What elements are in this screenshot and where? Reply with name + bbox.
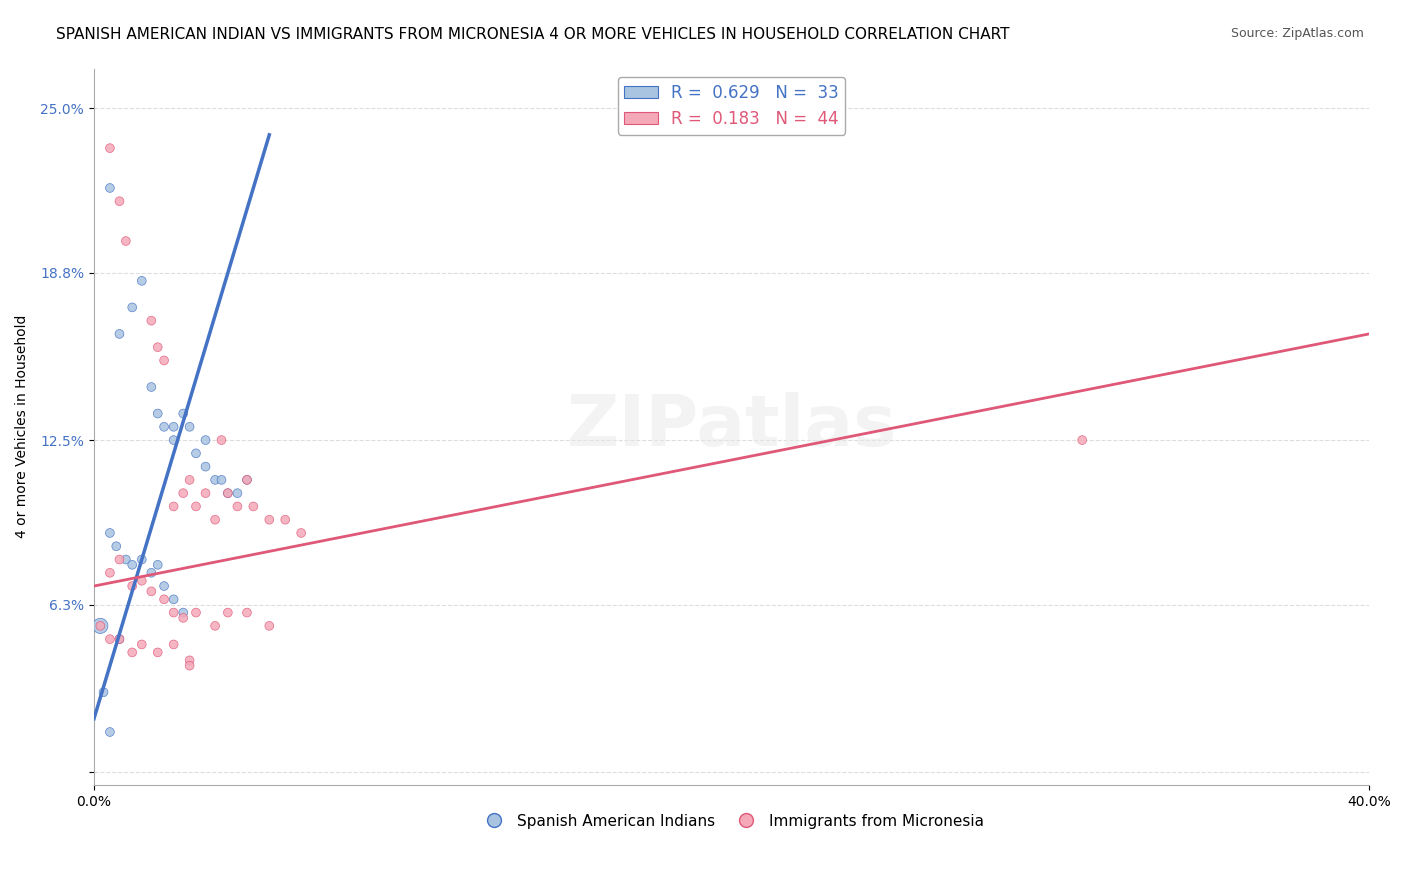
Point [259,513,281,527]
Point [146,340,169,354]
Point [242,500,264,514]
Point [89,619,111,633]
Point [146,645,169,659]
Point [105,539,128,553]
Point [1071,433,1094,447]
Point [204,473,226,487]
Point [141,566,163,580]
Text: Source: ZipAtlas.com: Source: ZipAtlas.com [1230,27,1364,40]
Point [98,181,121,195]
Point [204,619,226,633]
Point [131,637,153,651]
Point [236,473,259,487]
Point [98,141,121,155]
Point [93,685,115,699]
Point [179,419,201,434]
Point [184,500,207,514]
Point [172,407,194,421]
Legend: Spanish American Indians, Immigrants from Micronesia: Spanish American Indians, Immigrants fro… [472,807,990,835]
Point [290,525,312,540]
Point [236,473,259,487]
Point [217,486,239,500]
Point [211,433,233,447]
Point [179,653,201,667]
Point [163,637,186,651]
Point [163,419,186,434]
Point [204,513,226,527]
Point [274,513,297,527]
Point [153,592,176,607]
Point [115,234,138,248]
Point [121,579,143,593]
Point [121,558,143,572]
Point [163,606,186,620]
Point [98,525,121,540]
Point [184,446,207,460]
Point [146,558,169,572]
Point [172,486,194,500]
Point [163,592,186,607]
Point [179,473,201,487]
Point [172,611,194,625]
Point [108,326,131,341]
Point [141,313,163,327]
Point [163,500,186,514]
Point [108,552,131,566]
Point [131,8,153,22]
Point [217,486,239,500]
Point [98,632,121,647]
Point [179,658,201,673]
Point [89,619,111,633]
Point [98,566,121,580]
Point [98,725,121,739]
Point [141,584,163,599]
Point [184,606,207,620]
Y-axis label: 4 or more Vehicles in Household: 4 or more Vehicles in Household [15,315,30,539]
Point [217,606,239,620]
Point [108,632,131,647]
Point [153,419,176,434]
Point [172,606,194,620]
Point [194,486,217,500]
Point [153,353,176,368]
Point [194,433,217,447]
Point [121,645,143,659]
Point [211,473,233,487]
Point [226,486,249,500]
Point [153,579,176,593]
Text: ZIPatlas: ZIPatlas [567,392,897,461]
Point [115,552,138,566]
Point [146,407,169,421]
Point [131,574,153,588]
Point [163,433,186,447]
Point [131,552,153,566]
Point [259,619,281,633]
Point [108,632,131,647]
Point [108,194,131,209]
Point [236,606,259,620]
Point [131,274,153,288]
Point [226,500,249,514]
Point [141,380,163,394]
Text: SPANISH AMERICAN INDIAN VS IMMIGRANTS FROM MICRONESIA 4 OR MORE VEHICLES IN HOUS: SPANISH AMERICAN INDIAN VS IMMIGRANTS FR… [56,27,1010,42]
Point [121,301,143,315]
Point [194,459,217,474]
